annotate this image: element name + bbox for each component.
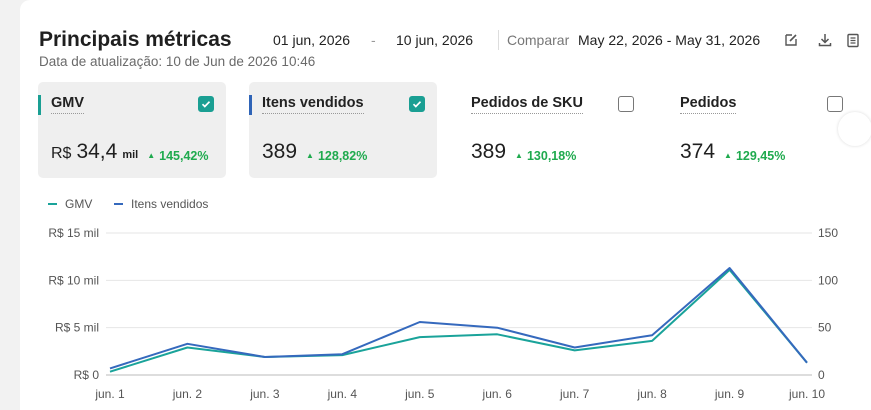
download-icon[interactable] [816,31,834,49]
compare-label: Comparar [507,32,570,48]
metric-name: Itens vendidos [262,95,364,114]
metric-value: 34,4 [76,140,118,163]
date-start-field[interactable]: 01 jun, 2026 [273,32,351,48]
divider [498,30,499,50]
metric-unit: mil [122,149,139,161]
series-color-bar [38,95,41,115]
x-tick-label: jun. 4 [327,387,358,401]
metric-checkbox[interactable] [198,96,214,112]
metric-card-gmv[interactable]: GMV R$ 34,4 mil ▲ 145,42% [38,82,226,178]
legend-swatch [48,203,57,205]
y-left-tick-label: R$ 10 mil [48,273,99,287]
x-tick-label: jun. 9 [714,387,745,401]
date-separator: - [371,32,376,48]
y-right-tick-label: 0 [818,368,825,382]
x-tick-label: jun. 5 [404,387,435,401]
metric-change: ▲ 130,18% [515,148,577,163]
metric-value: 389 [471,140,507,163]
metric-change: ▲ 128,82% [306,148,368,163]
y-left-tick-label: R$ 0 [74,368,100,382]
check-icon [201,101,211,108]
metric-card-pedidos-de-sku[interactable]: Pedidos de SKU 389 ▲ 130,18% [458,82,646,178]
metric-card-itens-vendidos[interactable]: Itens vendidos 389 ▲ 128,82% [249,82,437,178]
series-color-bar [249,95,252,115]
y-right-tick-label: 150 [818,226,838,240]
up-triangle-icon: ▲ [147,151,156,160]
x-tick-label: jun. 6 [482,387,513,401]
metric-checkbox[interactable] [827,96,843,112]
y-left-tick-label: R$ 5 mil [55,321,99,335]
series-line-itens-vendidos [109,267,808,370]
up-triangle-icon: ▲ [724,151,732,160]
edit-icon[interactable] [782,31,800,49]
legend-item-gmv[interactable]: GMV [48,197,92,211]
metric-value: 389 [262,140,298,163]
check-icon [412,101,422,108]
series-line-gmv [109,268,808,373]
scroll-right-button[interactable] [838,112,871,146]
legend-swatch [114,203,123,205]
up-triangle-icon: ▲ [306,151,314,160]
clipboard-icon[interactable] [844,31,862,49]
metric-currency: R$ [51,145,72,162]
up-triangle-icon: ▲ [515,151,523,160]
metrics-panel: Principais métricas Data de atualização:… [20,0,871,410]
metric-change: ▲ 145,42% [147,148,209,163]
metric-change: ▲ 129,45% [724,148,786,163]
legend-item-itens-vendidos[interactable]: Itens vendidos [114,197,208,211]
date-end-field[interactable]: 10 jun, 2026 [396,32,474,48]
x-tick-label: jun. 10 [788,387,825,401]
x-tick-label: jun. 8 [636,387,667,401]
y-right-tick-label: 100 [818,273,838,287]
metric-value: 374 [680,140,716,163]
metric-name: GMV [51,95,85,114]
y-left-tick-label: R$ 15 mil [48,226,99,240]
x-tick-label: jun. 7 [559,387,590,401]
page-title: Principais métricas [39,28,232,51]
metric-name: Pedidos [680,95,737,114]
metric-checkbox[interactable] [409,96,425,112]
metric-checkbox[interactable] [618,96,634,112]
metric-card-pedidos[interactable]: Pedidos 374 ▲ 129,45% [667,82,855,178]
metric-name: Pedidos de SKU [471,95,583,114]
x-tick-label: jun. 3 [249,387,280,401]
x-tick-label: jun. 2 [172,387,203,401]
x-tick-label: jun. 1 [94,387,125,401]
compare-range-field[interactable]: May 22, 2026 - May 31, 2026 [578,32,761,48]
update-timestamp: Data de atualização: 10 de Jun de 2026 1… [39,54,316,69]
y-right-tick-label: 50 [818,321,832,335]
